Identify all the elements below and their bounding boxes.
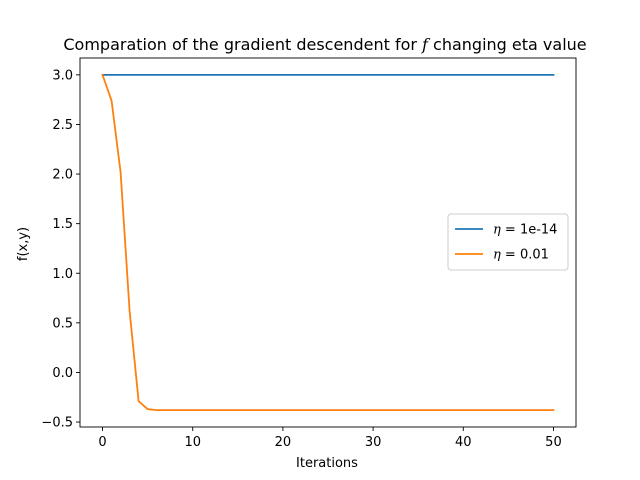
y-axis-label: f(x,y) bbox=[16, 227, 31, 261]
y-tick-label: 3.0 bbox=[52, 68, 73, 83]
y-tick-label: −0.5 bbox=[41, 416, 73, 431]
legend: η = 1e-14 η = 0.01 bbox=[447, 213, 569, 271]
legend-box bbox=[447, 213, 569, 271]
x-tick-label: 0 bbox=[98, 435, 106, 450]
y-tick-label: 0.0 bbox=[52, 366, 73, 381]
y-tick-label: 2.0 bbox=[52, 168, 73, 183]
x-tick-label: 50 bbox=[545, 435, 562, 450]
y-tick-label: 1.0 bbox=[52, 267, 73, 282]
legend-label-1: η = 0.01 bbox=[493, 248, 549, 263]
y-tick-label: 2.5 bbox=[52, 118, 73, 133]
series-line-1 bbox=[101, 73, 555, 412]
y-tick-label: 0.5 bbox=[52, 316, 73, 331]
chart-title: Comparation of the gradient descendent f… bbox=[63, 35, 586, 54]
x-tick-label: 40 bbox=[455, 435, 472, 450]
x-tick-label: 10 bbox=[184, 435, 201, 450]
plot-area: 0 10 20 30 40 50 −0.5 0.0 0.5 1.0 1.5 2.0 2.5 3.0 bbox=[41, 57, 577, 450]
x-axis-label: Iterations bbox=[296, 456, 358, 471]
y-tick-label: 1.5 bbox=[52, 217, 73, 232]
legend-label-0: η = 1e-14 bbox=[493, 223, 557, 238]
x-tick-label: 20 bbox=[275, 435, 292, 450]
axes-frame bbox=[79, 57, 577, 428]
x-tick-label: 30 bbox=[365, 435, 382, 450]
